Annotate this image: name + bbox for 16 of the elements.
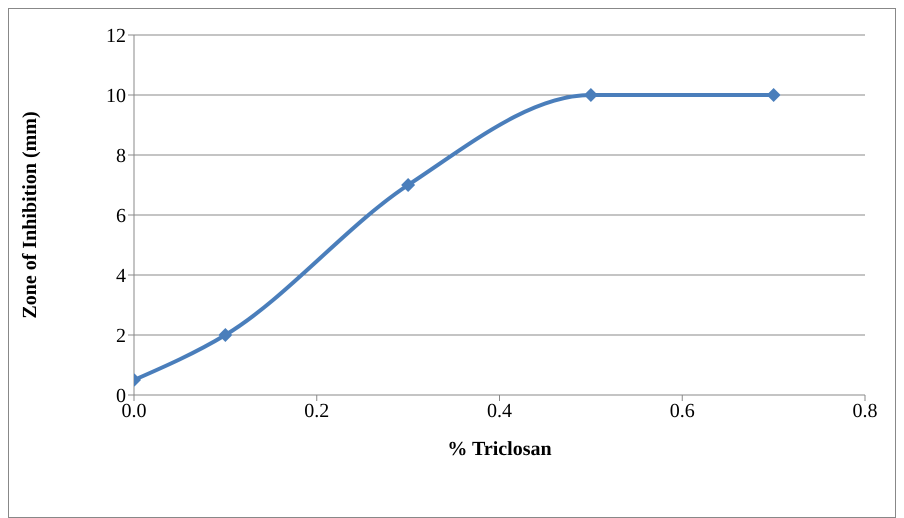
y-tick-label: 12 (106, 25, 126, 48)
x-axis-title: % Triclosan (447, 438, 552, 460)
x-tick-label: 0.6 (670, 400, 695, 422)
y-tick-label: 6 (116, 205, 126, 228)
point (766, 88, 781, 102)
y-tick-label: 10 (106, 85, 126, 108)
x-tick-label: 0.2 (304, 400, 330, 422)
y-tick-label: 2 (116, 325, 126, 348)
point (218, 328, 232, 342)
point (584, 88, 598, 102)
x-tick-label: 0.8 (852, 400, 878, 422)
y-axis-title: Zone of Inhibition (mm) (19, 111, 42, 319)
point (401, 178, 416, 192)
x-tick-label: 0.4 (487, 400, 512, 422)
y-tick-label: 4 (116, 265, 126, 288)
y-tick-label: 8 (116, 145, 126, 168)
